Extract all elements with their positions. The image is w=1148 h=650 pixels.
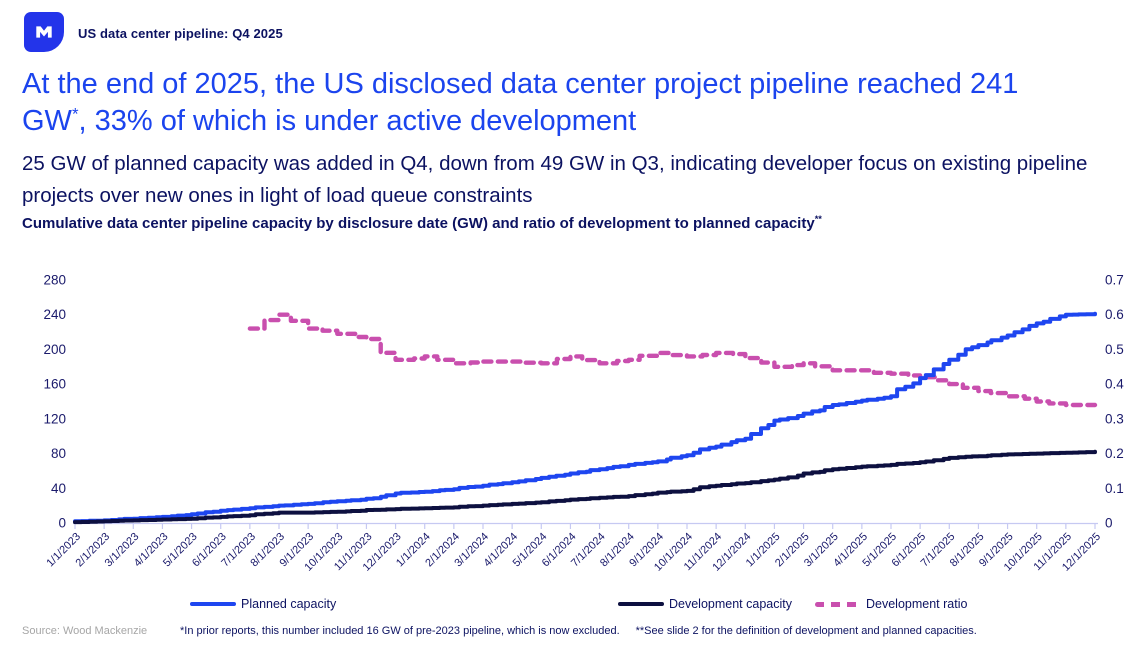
- legend-label-ratio: Development ratio: [866, 597, 968, 611]
- slide-headline: At the end of 2025, the US disclosed dat…: [22, 66, 1134, 140]
- svg-text:240: 240: [43, 307, 66, 322]
- svg-text:0.1: 0.1: [1105, 481, 1124, 496]
- chart-title: Cumulative data center pipeline capacity…: [22, 214, 822, 232]
- axes: 1/1/20232/1/20233/1/20234/1/20235/1/2023…: [43, 273, 1124, 574]
- source-attribution: Source: Wood Mackenzie: [22, 625, 148, 637]
- subtitle-line2: projects over new ones in light of load …: [22, 184, 533, 207]
- svg-text:0.2: 0.2: [1105, 446, 1124, 461]
- svg-text:0.5: 0.5: [1105, 342, 1124, 357]
- wood-mackenzie-logo-icon: [24, 12, 64, 52]
- footnotes: *In prior reports, this number included …: [180, 625, 993, 637]
- svg-text:0: 0: [1105, 516, 1113, 531]
- svg-text:0.4: 0.4: [1105, 377, 1124, 392]
- development-ratio-dash-swatch-icon: [815, 601, 861, 607]
- svg-text:0: 0: [58, 516, 66, 531]
- svg-text:40: 40: [51, 481, 66, 496]
- headline-footnote-marker: *: [71, 104, 79, 124]
- headline-line2-gw: GW: [22, 105, 72, 137]
- headline-line1: At the end of 2025, the US disclosed dat…: [22, 68, 1019, 100]
- report-title: US data center pipeline: Q4 2025: [78, 26, 283, 41]
- legend-label-development: Development capacity: [669, 597, 792, 611]
- slide-subtitle: 25 GW of planned capacity was added in Q…: [22, 148, 1146, 212]
- subtitle-line1: 25 GW of planned capacity was added in Q…: [22, 152, 1088, 175]
- footnote-1: *In prior reports, this number included …: [180, 625, 620, 637]
- svg-text:80: 80: [51, 446, 66, 461]
- planned-capacity-line-swatch-icon: [190, 601, 236, 607]
- svg-text:0.6: 0.6: [1105, 307, 1124, 322]
- pipeline-chart: 1/1/20232/1/20233/1/20234/1/20235/1/2023…: [43, 273, 1124, 574]
- chart-series: [73, 311, 1098, 525]
- chart-title-footnote-marker: **: [814, 214, 822, 224]
- legend-label-planned: Planned capacity: [241, 597, 337, 611]
- chart-title-text: Cumulative data center pipeline capacity…: [22, 215, 815, 232]
- legend-item-development-capacity: Development capacity: [618, 597, 792, 611]
- svg-text:0.3: 0.3: [1105, 411, 1124, 426]
- svg-text:120: 120: [43, 411, 66, 426]
- svg-text:200: 200: [43, 342, 66, 357]
- logo-m-glyph: [36, 26, 52, 38]
- legend-item-development-ratio: Development ratio: [815, 597, 967, 611]
- headline-line2-rest: , 33% of which is under active developme…: [78, 105, 637, 137]
- svg-text:280: 280: [43, 273, 66, 288]
- legend-item-planned-capacity: Planned capacity: [190, 597, 336, 611]
- footnote-2: **See slide 2 for the definition of deve…: [635, 625, 977, 637]
- svg-text:160: 160: [43, 377, 66, 392]
- development-capacity-line-swatch-icon: [618, 601, 664, 607]
- svg-text:0.7: 0.7: [1105, 273, 1124, 288]
